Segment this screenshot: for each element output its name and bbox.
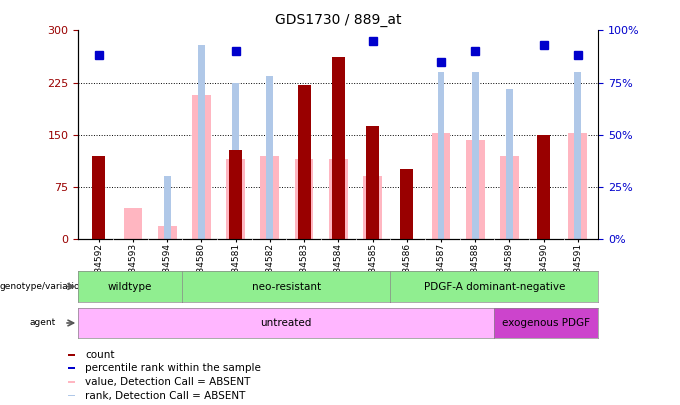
Bar xyxy=(158,226,177,239)
Text: rank, Detection Call = ABSENT: rank, Detection Call = ABSENT xyxy=(86,390,246,401)
Bar xyxy=(267,76,273,239)
Bar xyxy=(226,159,245,239)
Bar xyxy=(437,72,445,239)
Text: PDGF-A dominant-negative: PDGF-A dominant-negative xyxy=(424,281,565,292)
Bar xyxy=(68,381,75,383)
Bar xyxy=(332,57,345,239)
Bar xyxy=(432,133,450,239)
Bar xyxy=(537,134,550,239)
Bar xyxy=(466,140,485,239)
Bar xyxy=(401,169,413,239)
Bar xyxy=(294,159,313,239)
Bar xyxy=(298,85,311,239)
Bar xyxy=(260,156,279,239)
Text: count: count xyxy=(86,350,115,360)
Bar xyxy=(232,83,239,239)
Bar xyxy=(363,177,382,239)
Bar xyxy=(506,89,513,239)
Bar xyxy=(68,354,75,356)
Bar xyxy=(192,95,211,239)
Bar xyxy=(329,159,347,239)
Bar xyxy=(124,208,142,239)
Text: genotype/variation: genotype/variation xyxy=(0,282,86,291)
Text: agent: agent xyxy=(30,318,56,328)
Title: GDS1730 / 889_at: GDS1730 / 889_at xyxy=(275,13,402,27)
Bar xyxy=(164,177,171,239)
Text: percentile rank within the sample: percentile rank within the sample xyxy=(86,363,261,373)
Text: value, Detection Call = ABSENT: value, Detection Call = ABSENT xyxy=(86,377,251,387)
Bar xyxy=(68,367,75,369)
Bar xyxy=(568,133,588,239)
Bar xyxy=(366,126,379,239)
Bar xyxy=(198,45,205,239)
Text: untreated: untreated xyxy=(260,318,312,328)
Bar xyxy=(92,156,105,239)
Bar xyxy=(575,72,581,239)
Bar xyxy=(229,150,242,239)
Text: exogenous PDGF: exogenous PDGF xyxy=(503,318,590,328)
Bar xyxy=(472,72,479,239)
Text: neo-resistant: neo-resistant xyxy=(252,281,321,292)
Text: wildtype: wildtype xyxy=(108,281,152,292)
Bar xyxy=(500,156,519,239)
Bar xyxy=(68,394,75,396)
